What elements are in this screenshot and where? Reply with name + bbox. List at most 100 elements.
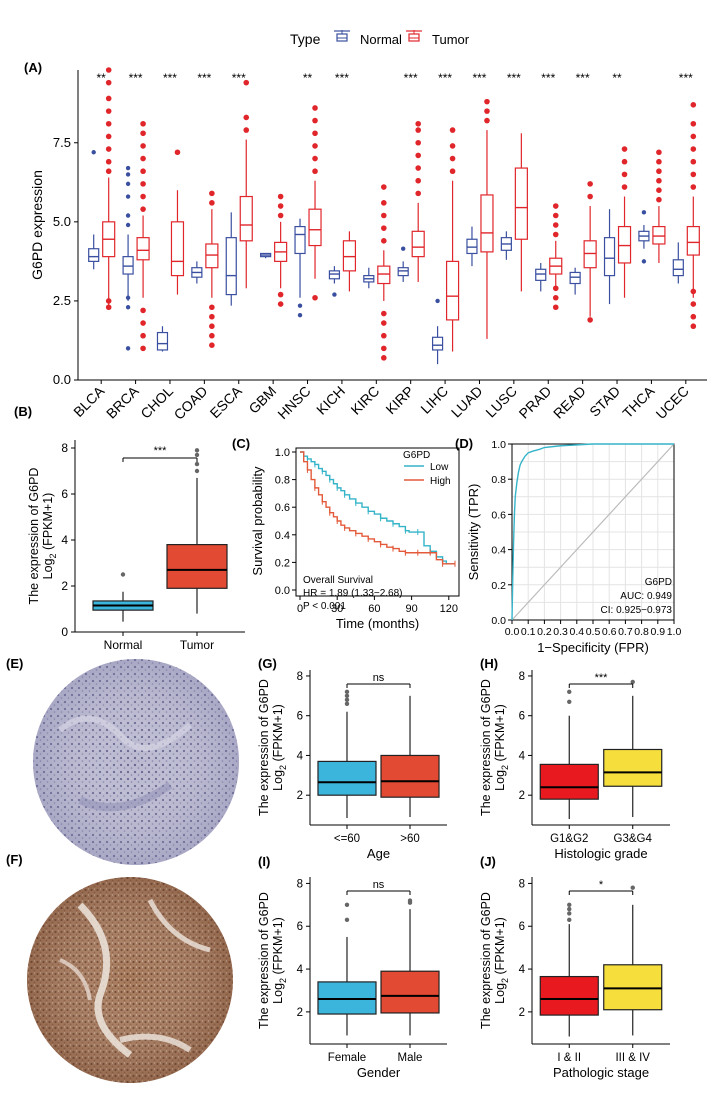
normal-box-kirp-outlier: [400, 246, 406, 251]
x-tick-label: 0: [297, 603, 303, 615]
normal-box-kich-box: [328, 270, 341, 280]
tumor-box-gbm-outlier: [277, 203, 284, 209]
ylabel-log: Log: [493, 770, 507, 791]
tumor-box-thca-outlier: [656, 168, 662, 175]
normal-box-chol-box: [156, 331, 169, 351]
tumor-box-outlier: [194, 461, 200, 467]
tumor-box-blca-outlier: [105, 120, 112, 127]
normal-box-brca-outlier: [125, 181, 131, 187]
tumor-box-esca-outlier: [243, 114, 250, 121]
tumor-box-coad-box: [205, 243, 219, 269]
tumor-box-prad-outlier: [552, 294, 559, 301]
x-tick-label-kirc: KIRC: [347, 383, 382, 418]
box-0-outlier: [567, 699, 572, 704]
tumor-box-hnsc-outlier: [312, 143, 318, 149]
tumor-box-ucec-outlier: [690, 301, 697, 307]
y-tick-label: 0.0: [53, 372, 71, 387]
normal-box-blca-outlier: [91, 150, 96, 155]
box-1-box: [380, 754, 440, 798]
tumor-box-coad-outlier: [209, 200, 215, 206]
tumor-box-blca-outlier: [105, 133, 112, 140]
significance-kirp: ***: [404, 71, 418, 85]
tumor-box-thca-outlier: [656, 158, 662, 165]
tumor-box-brca-outlier: [140, 345, 146, 352]
tumor-box-brca-outlier: [140, 332, 146, 339]
y-tick-label: 1.0: [491, 439, 506, 451]
box-1-box: [603, 748, 663, 787]
tumor-box-blca-outlier: [105, 298, 112, 304]
x-axis-label: Gender: [357, 1065, 401, 1080]
tumor-box-box: [166, 543, 228, 589]
panel-label-h: (H): [480, 656, 498, 671]
y-axis-label-line2: Log2 (FPKM+1): [271, 917, 288, 1004]
y-tick-label: 1.0: [275, 447, 290, 459]
roc-curve: [511, 443, 674, 621]
x-tick-label: III & IV: [615, 1052, 650, 1064]
tumor-box-ucec-outlier: [690, 101, 697, 108]
significance-kich: ***: [335, 71, 349, 85]
x-axis-label: Age: [367, 846, 390, 861]
x-axis-label: Time (months): [336, 616, 419, 631]
box-1-box: [380, 970, 440, 1014]
y-tick-label: 2: [61, 579, 68, 593]
tumor-box-kirc-outlier: [381, 355, 387, 361]
tumor-box-hnsc-outlier: [312, 105, 318, 111]
tumor-box-outlier: [194, 452, 200, 458]
tumor-box-prad-outlier: [552, 304, 559, 311]
box-0-outlier: [344, 693, 350, 699]
tumor-box-brca-outlier: [140, 193, 146, 200]
significance-esca: ***: [232, 71, 246, 85]
x-axis-label: Pathologic stage: [553, 1065, 649, 1080]
significance-coad: ***: [197, 71, 211, 85]
tumor-box-blca-outlier: [105, 158, 112, 165]
y-tick-label: 2: [297, 790, 303, 802]
tumor-box-coad-outlier: [209, 332, 215, 339]
tumor-box-kirc-outlier: [381, 200, 387, 206]
normal-box-read-box: [569, 271, 581, 285]
y-tick-label: 0.2: [491, 580, 506, 592]
significance-blca: **: [97, 71, 107, 85]
ylabel-log: Log: [493, 983, 507, 1004]
x-tick-label: Female: [328, 1052, 366, 1064]
tumor-box-read-outlier: [587, 181, 593, 187]
annotation-line-0: Overall Survival: [303, 575, 373, 586]
box-0-outlier: [567, 902, 572, 908]
y-tick-label: 2: [519, 790, 525, 802]
normal-box-brca-outlier: [125, 213, 131, 218]
tumor-box-lihc-outlier: [449, 155, 456, 162]
tumor-box-luad-outlier: [484, 108, 490, 114]
tumor-box-brca-outlier: [140, 143, 146, 149]
tumor-box-lihc-box: [445, 260, 460, 321]
tumor-box-kirp-outlier: [415, 139, 421, 146]
panel-d-roc-curve: 0.00.20.40.60.81.00.0 0.1 0.2 0.3 0.4 0.5 0.6 0…: [466, 439, 681, 655]
normal-box-brca-outlier: [125, 346, 131, 351]
box-0-outlier: [567, 689, 572, 695]
x-tick-label: 60: [368, 603, 380, 615]
tumor-box-brca-outlier: [140, 320, 146, 326]
panel-label-a: (A): [24, 60, 42, 75]
y-tick-label: 7.5: [53, 135, 71, 150]
tumor-box-kirp-box: [411, 230, 425, 258]
tumor-box-kirc-outlier: [381, 225, 387, 231]
x-tick-label: 90: [405, 603, 417, 615]
normal-box-brca-outlier: [125, 295, 131, 300]
normal-box-lihc-outlier: [435, 298, 440, 304]
panel-label-g: (G): [258, 656, 277, 671]
ylabel-log: Log: [271, 770, 285, 791]
y-tick-label: 0.0: [491, 615, 506, 627]
tumor-box-gbm-outlier: [277, 291, 284, 298]
tumor-box-ucec-outlier: [690, 184, 697, 190]
tumor-box-coad-outlier: [209, 190, 215, 197]
box-0-outlier: [344, 902, 350, 908]
tumor-box-brca-outlier: [140, 206, 146, 212]
tumor-box-outlier: [194, 468, 200, 474]
tumor-box-brca-outlier: [140, 130, 146, 137]
tumor-box-kirp-outlier: [415, 120, 421, 127]
legend-normal-label: Normal: [360, 32, 402, 47]
legend-title: Type: [290, 31, 321, 47]
significance-read: ***: [576, 71, 590, 85]
x-tick-label-coad: COAD: [171, 383, 211, 423]
significance-lihc: ***: [438, 71, 452, 85]
tumor-box-kirc-outlier: [381, 184, 387, 190]
